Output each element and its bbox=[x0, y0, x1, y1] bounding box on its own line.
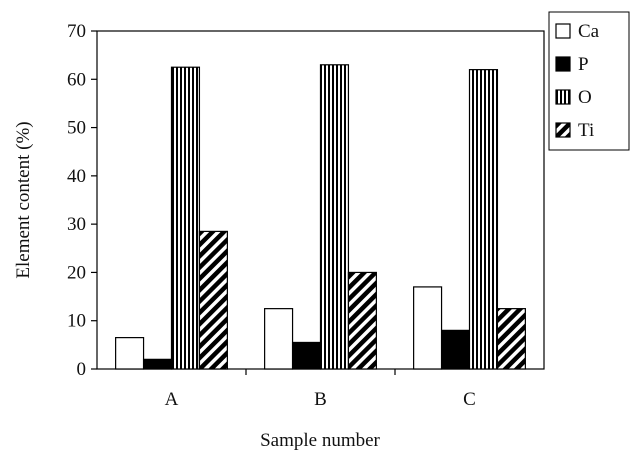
legend-label-ti: Ti bbox=[578, 120, 594, 141]
bar-o-a bbox=[170, 66, 201, 370]
bar-p-c bbox=[440, 329, 471, 370]
y-tick-label: 40 bbox=[67, 166, 86, 187]
legend: Ca PO Ti bbox=[548, 11, 630, 151]
y-tick-label: 60 bbox=[67, 69, 86, 90]
bar-o-b bbox=[319, 64, 350, 370]
legend-label-p: P bbox=[578, 54, 589, 75]
bar-ti-a bbox=[198, 230, 228, 370]
y-tick-label: 30 bbox=[67, 214, 86, 235]
legend-label-o: O bbox=[578, 87, 592, 108]
y-tick-label: 20 bbox=[67, 262, 86, 283]
legend-swatch-ti bbox=[555, 122, 571, 138]
bar-ca-b bbox=[264, 308, 294, 370]
bar-p-a bbox=[142, 358, 173, 370]
x-tick-label: B bbox=[314, 389, 327, 410]
bar-group bbox=[115, 64, 526, 370]
y-tick-label: 50 bbox=[67, 118, 86, 139]
bar-p-b bbox=[291, 341, 322, 370]
x-axis: A B C bbox=[165, 369, 476, 410]
bar-ti-b bbox=[347, 271, 377, 370]
y-tick-label: 0 bbox=[77, 359, 87, 380]
legend-swatch-p bbox=[555, 56, 571, 72]
y-axis-label: Element content (%) bbox=[13, 121, 34, 278]
bar-ca-a bbox=[115, 337, 145, 370]
y-tick-label: 70 bbox=[67, 21, 86, 42]
x-tick-label: C bbox=[463, 389, 476, 410]
x-axis-label: Sample number bbox=[260, 430, 380, 451]
bar-o-c bbox=[468, 69, 499, 370]
bar-ca-c bbox=[413, 286, 443, 370]
legend-label-ca: Ca bbox=[578, 21, 600, 42]
legend-swatch-o bbox=[555, 89, 571, 105]
y-tick-label: 10 bbox=[67, 311, 86, 332]
legend-swatch-ca bbox=[555, 23, 571, 39]
bar-ti-c bbox=[496, 308, 526, 370]
y-axis: 0 10 20 30 40 50 60 70 bbox=[67, 21, 97, 380]
x-tick-label: A bbox=[165, 389, 179, 410]
